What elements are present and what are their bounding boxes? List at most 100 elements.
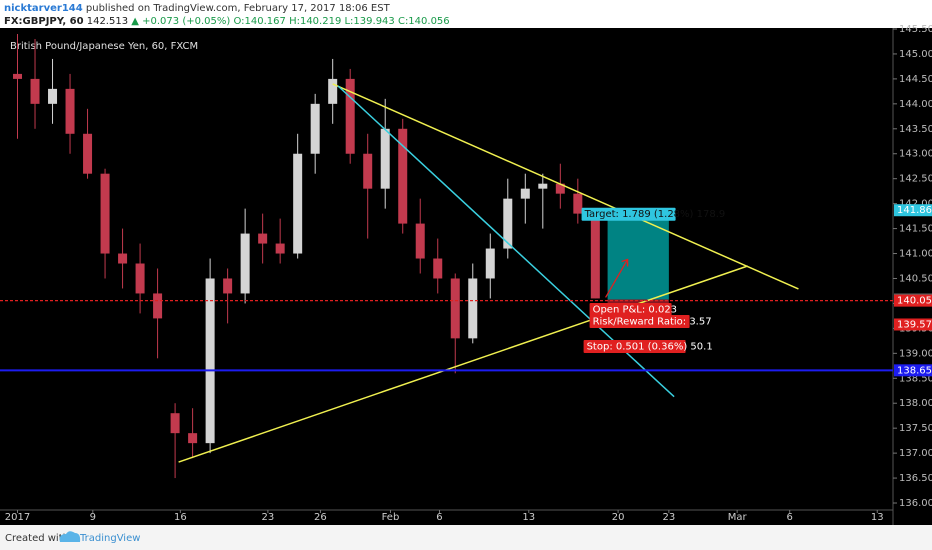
y-tick-label: 144.500 (899, 74, 932, 85)
x-tick-label: 20 (612, 512, 625, 523)
x-tick-label: 13 (871, 512, 884, 523)
candle-body (293, 153, 303, 254)
candle-body (573, 193, 583, 214)
candle-body (503, 198, 513, 249)
x-tick-label: 23 (663, 512, 676, 523)
target-label: Target: 1.789 (1.28%) 178.9 (584, 209, 726, 220)
y-tick-label: 142.000 (899, 199, 932, 210)
candle-body (65, 88, 75, 134)
price-label: 141.868 (897, 205, 932, 216)
target-zone (607, 210, 669, 300)
rr-label: Risk/Reward Ratio: 3.57 (593, 316, 712, 327)
y-tick-label: 136.500 (899, 473, 932, 484)
y-tick-label: 143.500 (899, 124, 932, 135)
price-label: 138.659 (897, 365, 932, 376)
candle-body (555, 183, 565, 194)
symbol-line: FX:GBPJPY, 60 142.513 ▲ +0.073 (+0.05%) … (4, 16, 450, 27)
chart-title: British Pound/Japanese Yen, 60, FXCM (10, 41, 198, 52)
y-tick-label: 137.000 (899, 448, 932, 459)
footer-brand[interactable]: TradingView (79, 533, 140, 544)
candle-body (135, 263, 145, 294)
y-tick-label: 145.000 (899, 49, 932, 60)
trend-line (332, 83, 799, 290)
price-label: 139.578 (897, 319, 932, 330)
footer-bg (0, 525, 932, 550)
candle-body (83, 133, 93, 174)
y-tick-label: 141.500 (899, 224, 932, 235)
price-label-bg (894, 294, 932, 307)
brand-icon (59, 531, 81, 542)
candle-body (258, 233, 268, 244)
candle-body (538, 183, 548, 189)
candle-body (48, 88, 58, 104)
y-tick-label: 143.000 (899, 149, 932, 160)
candle-body (398, 128, 408, 224)
candle-body (485, 248, 495, 279)
published: published on TradingView.com, February 1… (86, 3, 391, 14)
rr-label-bg (589, 314, 690, 328)
y-tick-label: 144.000 (899, 99, 932, 110)
y-tick-label: 141.000 (899, 249, 932, 260)
x-tick-label: 26 (314, 512, 327, 523)
price-label-bg (894, 364, 932, 377)
price-label: 140.056 (897, 296, 932, 307)
candle-body (328, 78, 338, 104)
footer-created: Created with (5, 533, 69, 544)
x-tick-label: Mar (728, 512, 748, 523)
target-label-bg (581, 207, 676, 221)
x-tick-label: 23 (262, 512, 275, 523)
x-tick-label: 6 (436, 512, 442, 523)
last-price: 142.513 (87, 16, 128, 27)
header-line: nicktarver144 published on TradingView.c… (4, 3, 391, 14)
candle-body (310, 103, 320, 154)
y-tick-label: 138.000 (899, 398, 932, 409)
candle-body (380, 128, 390, 189)
price-label-bg (894, 204, 932, 217)
chart-bg (0, 28, 932, 525)
author[interactable]: nicktarver144 (4, 3, 83, 14)
candle-body (415, 223, 425, 259)
candle-body (590, 213, 600, 299)
symbol: FX:GBPJPY, 60 (4, 16, 84, 27)
x-tick-label: 6 (787, 512, 793, 523)
ohlc: O:140.167 H:140.219 L:139.943 C:140.056 (233, 16, 449, 27)
stop-label-bg (583, 339, 686, 353)
y-tick-label: 137.500 (899, 423, 932, 434)
y-tick-label: 136.000 (899, 498, 932, 509)
candle-body (520, 188, 530, 199)
candle-body (30, 78, 40, 104)
arrow (605, 258, 629, 298)
trend-line (178, 265, 748, 463)
x-tick-label: 9 (90, 512, 96, 523)
x-tick-label: 13 (522, 512, 535, 523)
candle-body (205, 278, 215, 444)
candle-body (468, 278, 478, 339)
candle-body (275, 243, 285, 254)
candle-body (13, 73, 23, 79)
candle-body (345, 78, 355, 154)
candle-body (118, 253, 128, 264)
candle-body (188, 433, 198, 444)
candle-body (240, 233, 250, 294)
pnl-label-bg (589, 302, 672, 316)
candle-body (170, 413, 180, 434)
y-tick-label: 142.500 (899, 174, 932, 185)
candle-body (223, 278, 233, 294)
y-tick-label: 145.500 (899, 24, 932, 35)
x-tick-label: Feb (382, 512, 400, 523)
y-tick-label: 138.500 (899, 373, 932, 384)
y-tick-label: 139.000 (899, 348, 932, 359)
pnl-label: Open P&L: 0.023 (593, 304, 677, 315)
x-tick-label: 2017 (5, 512, 30, 523)
candle-body (450, 278, 460, 339)
price-label-bg (894, 318, 932, 331)
candle-body (100, 173, 110, 254)
change: ▲ +0.073 (+0.05%) (131, 16, 230, 27)
candle-body (363, 153, 373, 189)
candle-body (433, 258, 443, 279)
header-bg (0, 0, 932, 28)
y-tick-label: 140.500 (899, 273, 932, 284)
candle-body (153, 293, 163, 319)
